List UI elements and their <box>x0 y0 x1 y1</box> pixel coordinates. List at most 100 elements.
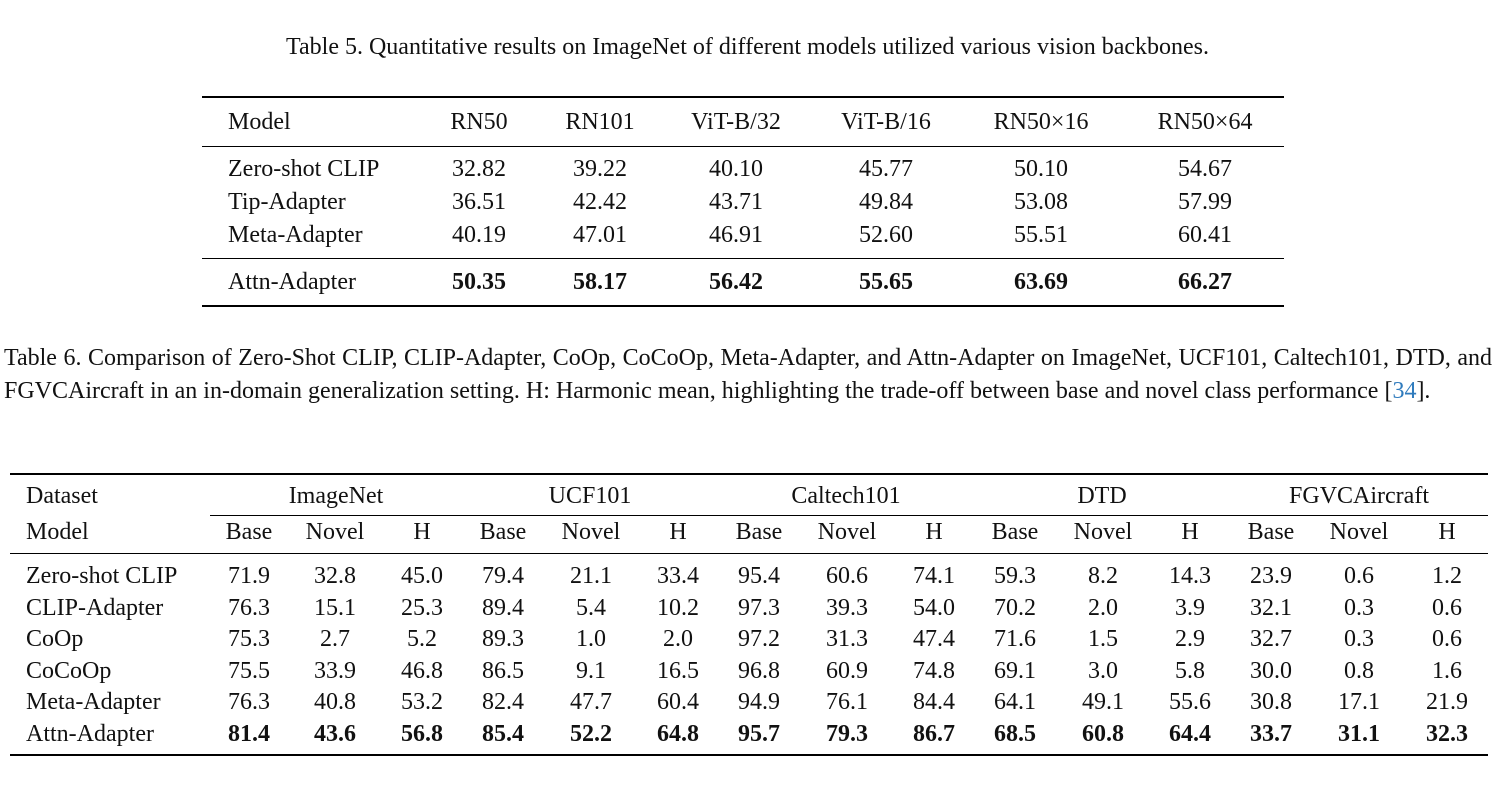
table6-row: Meta-Adapter 76.3 40.8 53.2 82.4 47.7 60.4 94.9… <box>10 687 1488 719</box>
table5-cell: 54.67 <box>1178 156 1232 182</box>
table6-cell: 89.3 <box>482 626 524 653</box>
table5-cell: 47.01 <box>573 222 627 248</box>
table6-subheader-h: H <box>1406 515 1488 554</box>
table5-row: Meta-Adapter 40.19 47.01 46.91 52.60 55.51 60.… <box>202 219 1284 259</box>
table6-cell: 2.9 <box>1175 626 1205 653</box>
table5-header-rn50: RN50 <box>450 108 508 135</box>
table6-cell: 71.9 <box>228 563 270 590</box>
table6-cell: 74.1 <box>913 563 955 590</box>
table5-header-model: Model <box>228 108 291 135</box>
table6-caption: Table 6. Comparison of Zero-Shot CLIP, C… <box>4 342 1492 408</box>
table6-cell: 33.4 <box>657 563 699 590</box>
table6-cell: 2.0 <box>1088 594 1118 621</box>
table6-cell: 25.3 <box>401 594 443 621</box>
table6-cell: 60.9 <box>826 657 868 684</box>
table6-cell: 55.6 <box>1169 689 1211 716</box>
table6-subheader-novel: Novel <box>1312 515 1406 554</box>
table6-cell: 54.0 <box>913 594 955 621</box>
table6-cell: 71.6 <box>994 626 1036 653</box>
table6-cell: 0.6 <box>1432 594 1462 621</box>
table6-subheader-base: Base <box>718 515 800 554</box>
table6-cell: 1.2 <box>1432 563 1462 590</box>
table6-cell: 79.4 <box>482 563 524 590</box>
table6-dataset-dtd: DTD <box>974 474 1230 516</box>
table6-cell: 85.4 <box>482 720 524 747</box>
table6-subheader-h: H <box>1150 515 1230 554</box>
table6-cell: 0.3 <box>1344 626 1374 653</box>
table5-cell: 49.84 <box>859 189 913 215</box>
table6-cell: 56.8 <box>401 720 443 747</box>
table5-cell: 53.08 <box>1014 189 1068 215</box>
table6-subheader-novel: Novel <box>288 515 382 554</box>
table5-cell: 55.65 <box>859 268 913 295</box>
table6-cell: 31.3 <box>826 626 868 653</box>
table5-cell: 40.19 <box>452 222 506 248</box>
table6-cell: 3.9 <box>1175 594 1205 621</box>
table5-cell: 50.35 <box>452 268 506 295</box>
table5-model-name: Zero-shot CLIP <box>228 156 380 182</box>
table6-model-name: CoOp <box>26 626 84 653</box>
table5-row-ours: Attn-Adapter 50.35 58.17 56.42 55.65 63.… <box>202 259 1284 307</box>
table6-caption-end: ]. <box>1416 378 1431 404</box>
table5-header-rn50x64: RN50×64 <box>1157 108 1253 135</box>
table6-dataset-caltech101: Caltech101 <box>718 474 974 516</box>
table6-cell: 95.7 <box>738 720 780 747</box>
table5-cell: 45.77 <box>859 156 913 182</box>
table6-cell: 89.4 <box>482 594 524 621</box>
table6-cell: 16.5 <box>657 657 699 684</box>
table5-cell: 42.42 <box>573 189 627 215</box>
table5-cell: 32.82 <box>452 156 506 182</box>
table6-cell: 2.7 <box>320 626 350 653</box>
table6-subheader-h: H <box>638 515 718 554</box>
table6-cell: 82.4 <box>482 689 524 716</box>
table6-cell: 14.3 <box>1169 563 1211 590</box>
table6-cell: 97.3 <box>738 594 780 621</box>
table5-cell: 66.27 <box>1178 268 1232 295</box>
table6-subheader-base: Base <box>974 515 1056 554</box>
table6-cell: 9.1 <box>576 657 606 684</box>
table6-cell: 76.3 <box>228 594 270 621</box>
table6-row: CLIP-Adapter 76.3 15.1 25.3 89.4 5.4 10.2 97.3 3… <box>10 593 1488 625</box>
table6-dataset-imagenet: ImageNet <box>210 474 462 516</box>
table6-cell: 43.6 <box>314 720 356 747</box>
table6-cell: 95.4 <box>738 563 780 590</box>
table6-cell: 30.8 <box>1250 689 1292 716</box>
table5-header-rn50x16: RN50×16 <box>993 108 1089 135</box>
table6-cell: 68.5 <box>994 720 1036 747</box>
table6-cell: 0.3 <box>1344 594 1374 621</box>
table6-subheader-novel: Novel <box>544 515 638 554</box>
table6-cell: 60.8 <box>1082 720 1124 747</box>
table6-cell: 1.0 <box>576 626 606 653</box>
table5-header-rn101: RN101 <box>565 108 635 135</box>
table6-cell: 40.8 <box>314 689 356 716</box>
table5-caption: Table 5. Quantitative results on ImageNe… <box>286 34 1209 60</box>
table6-citation-link[interactable]: 34 <box>1392 378 1417 404</box>
table6-dataset-fgvcaircraft: FGVCAircraft <box>1230 474 1488 516</box>
table6-cell: 32.7 <box>1250 626 1292 653</box>
table6-subheader-novel: Novel <box>800 515 894 554</box>
table6-cell: 86.7 <box>913 720 955 747</box>
table5-row: Zero-shot CLIP 32.82 39.22 40.10 45.77 50.10 5… <box>202 147 1284 187</box>
table6-cell: 97.2 <box>738 626 780 653</box>
table6-cell: 15.1 <box>314 594 356 621</box>
table6-model-name: Zero-shot CLIP <box>26 563 178 590</box>
table5-cell: 36.51 <box>452 189 506 215</box>
table5-cell: 46.91 <box>709 222 763 248</box>
table6-cell: 75.3 <box>228 626 270 653</box>
table6-subheader-novel: Novel <box>1056 515 1150 554</box>
table6-cell: 69.1 <box>994 657 1036 684</box>
table6-cell: 64.4 <box>1169 720 1211 747</box>
table6-cell: 10.2 <box>657 594 699 621</box>
table6-cell: 49.1 <box>1082 689 1124 716</box>
table5-cell: 56.42 <box>709 268 763 295</box>
table6-model-label: Model <box>10 515 210 554</box>
table6-cell: 0.8 <box>1344 657 1374 684</box>
table6-cell: 70.2 <box>994 594 1036 621</box>
table6-cell: 32.8 <box>314 563 356 590</box>
table6-cell: 45.0 <box>401 563 443 590</box>
table6-subheader-h: H <box>894 515 974 554</box>
table5-cell: 39.22 <box>573 156 627 182</box>
table6-cell: 84.4 <box>913 689 955 716</box>
table5-cell: 52.60 <box>859 222 913 248</box>
table6-subheader-base: Base <box>1230 515 1312 554</box>
